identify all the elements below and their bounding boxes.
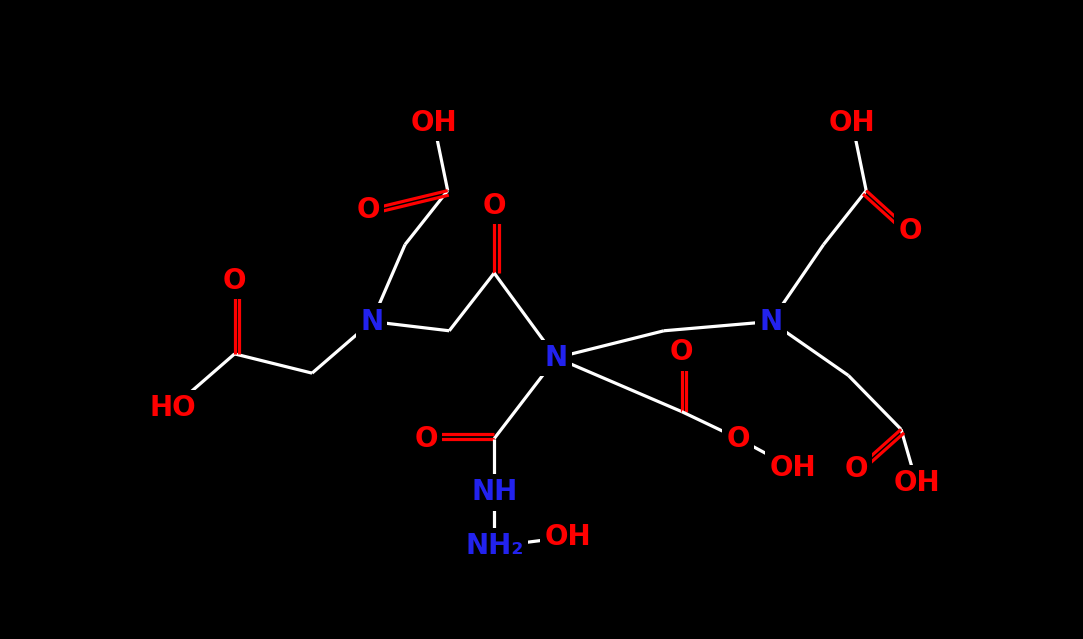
Text: OH: OH [769, 454, 815, 482]
Text: O: O [223, 266, 246, 295]
Text: N: N [545, 344, 567, 372]
Text: O: O [899, 217, 922, 245]
Text: N: N [759, 307, 782, 335]
Text: NH: NH [471, 479, 518, 507]
Text: O: O [356, 196, 380, 224]
Text: O: O [482, 192, 506, 220]
Text: HO: HO [149, 394, 196, 422]
Text: OH: OH [893, 469, 940, 497]
Text: OH: OH [545, 523, 591, 551]
Text: NH₂: NH₂ [465, 532, 523, 560]
Text: O: O [845, 456, 867, 483]
Text: O: O [670, 338, 693, 366]
Text: O: O [727, 424, 751, 452]
Text: OH: OH [410, 109, 457, 137]
Text: OH: OH [828, 109, 875, 137]
Text: N: N [361, 307, 383, 335]
Text: O: O [415, 424, 438, 452]
